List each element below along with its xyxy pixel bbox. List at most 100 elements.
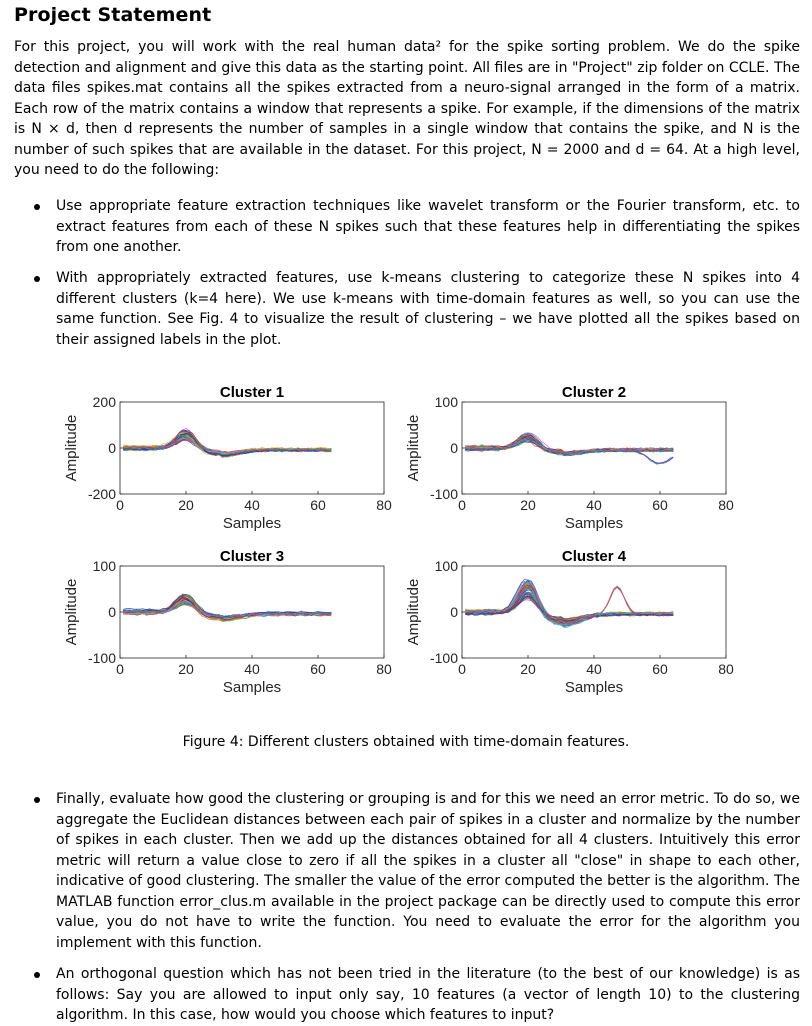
spike-trace [465,593,674,622]
x-tick-label: 60 [652,661,668,677]
x-tick-label: 20 [520,661,536,677]
spike-trace [465,593,674,623]
y-axis-label: Amplitude [405,579,422,646]
spike-trace [465,594,674,622]
spike-trace [465,593,674,623]
spike-trace [465,596,674,621]
spike-trace [465,592,674,623]
spike-trace [465,584,674,624]
x-tick-label: 60 [310,661,326,677]
x-axis-label: Samples [223,679,281,696]
bullet-dot [34,204,40,210]
spike-traces [123,427,332,458]
spike-trace [465,581,674,625]
spike-trace [465,596,674,622]
y-tick-label: 0 [450,604,458,620]
cluster-panel [119,565,385,659]
y-tick-label: 100 [93,558,117,574]
y-tick-label: -100 [430,486,458,502]
bullet-dot [34,276,40,282]
x-tick-label: 80 [718,497,734,513]
bullet-kmeans: With appropriately extracted features, u… [56,270,800,348]
y-axis-label: Amplitude [405,415,422,482]
y-tick-label: 0 [108,440,116,456]
x-tick-label: 80 [376,497,392,513]
x-tick-label: 80 [376,661,392,677]
spike-trace [465,595,674,622]
spike-trace [465,585,674,624]
spike-trace [465,595,674,622]
spike-trace [123,434,332,456]
y-tick-label: 100 [435,558,459,574]
spike-trace [465,586,674,623]
x-tick-label: 40 [586,661,602,677]
spike-trace [123,601,332,618]
x-tick-label: 40 [244,497,260,513]
x-tick-label: 60 [310,497,326,513]
spike-trace [465,591,674,622]
spike-traces [465,578,674,628]
spike-trace [465,593,674,623]
y-tick-label: 200 [93,394,117,410]
x-tick-label: 0 [458,497,466,513]
y-tick-label: 0 [108,604,116,620]
spike-trace [465,589,674,623]
spike-trace [465,587,674,623]
spike-trace [465,580,674,625]
chart-title: Cluster 1 [220,384,284,401]
y-tick-label: 0 [450,440,458,456]
spike-trace [465,592,674,622]
spike-trace [465,593,674,621]
spike-trace [123,601,332,619]
bullet-dot [34,797,40,803]
x-tick-label: 60 [652,497,668,513]
spike-trace [465,436,674,455]
cluster-panel [119,401,385,495]
bullet-feature-extraction: Use appropriate feature extraction techn… [56,198,800,255]
spike-trace [465,592,674,622]
y-axis-label: Amplitude [63,415,80,482]
spike-traces [123,593,332,623]
bullet-error-metric: Finally, evaluate how good the clusterin… [56,791,800,951]
x-tick-label: 20 [178,661,194,677]
y-tick-label: -100 [430,650,458,666]
x-tick-label: 20 [178,497,194,513]
cluster-panel [461,565,727,659]
x-axis-label: Samples [565,679,623,696]
x-tick-label: 0 [116,497,124,513]
spike-trace [465,596,674,621]
spike-traces [465,432,674,465]
x-tick-label: 20 [520,497,536,513]
spike-trace [465,596,674,620]
spike-trace [465,589,674,622]
x-tick-label: 0 [458,661,466,677]
spike-trace [465,597,674,620]
spike-trace [465,593,674,622]
bullet-dot [34,972,40,978]
intro-paragraph: For this project, you will work with the… [14,39,800,178]
x-tick-label: 80 [718,661,734,677]
spike-trace [465,597,674,621]
spike-trace [465,596,674,622]
spike-trace [465,591,674,622]
chart-title: Cluster 2 [562,384,626,401]
y-tick-label: -100 [88,650,116,666]
figure-caption: Figure 4: Different clusters obtained wi… [182,734,630,750]
x-tick-label: 0 [116,661,124,677]
spike-trace [465,596,674,621]
x-axis-label: Samples [223,515,281,532]
x-axis-label: Samples [565,515,623,532]
spike-trace [123,433,332,457]
spike-trace [465,437,674,455]
y-tick-label: 100 [435,394,459,410]
spike-trace [465,593,674,623]
x-tick-label: 40 [244,661,260,677]
page-title: Project Statement [14,4,212,26]
y-tick-label: -200 [88,486,116,502]
x-tick-label: 40 [586,497,602,513]
chart-title: Cluster 3 [220,548,284,565]
spike-trace [465,596,674,621]
bullet-orthogonal-question: An orthogonal question which has not bee… [56,966,800,1023]
